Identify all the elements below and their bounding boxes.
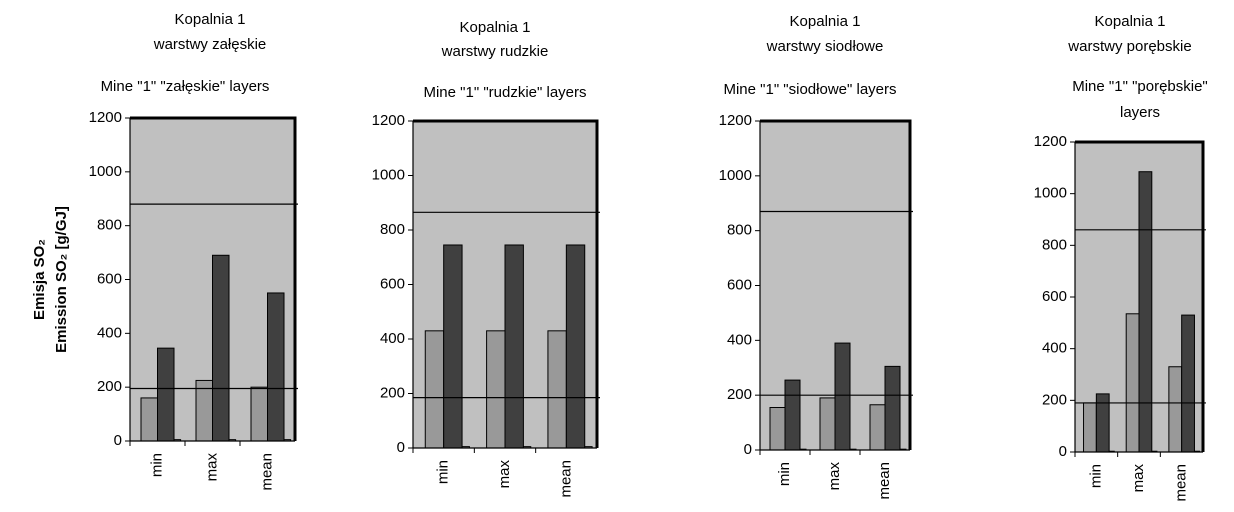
bar [819, 397, 836, 451]
y-tick-label: 400 [727, 331, 752, 348]
y-tick-label: 200 [97, 378, 122, 395]
y-tick-label: 200 [380, 384, 405, 401]
chart-subtitle: warstwy porębskie [1067, 38, 1191, 55]
y-tick-label: 600 [1042, 288, 1067, 305]
y-axis-label: Emisja SO₂ [31, 239, 48, 320]
y-tick-label: 600 [380, 275, 405, 292]
chart-subtitle: warstwy siodłowe [766, 38, 884, 55]
x-tick-label: max [1130, 464, 1147, 493]
x-tick-label: mean [557, 460, 574, 498]
bar [1138, 171, 1153, 453]
y-tick-label: 600 [727, 276, 752, 293]
chart-title: Kopalnia 1 [1095, 13, 1166, 30]
bar [443, 244, 463, 449]
chart-caption: Mine "1" "rudzkie" layers [423, 84, 586, 101]
plot-frame [130, 116, 297, 441]
x-tick-label: mean [876, 462, 893, 500]
chart-caption: Mine "1" "siodłowe" layers [723, 81, 896, 98]
y-tick-label: 200 [1042, 391, 1067, 408]
bar [212, 254, 230, 442]
bar [547, 330, 567, 449]
bar [565, 244, 586, 449]
y-tick-label: 1000 [719, 167, 752, 184]
bar [157, 347, 175, 442]
y-tick-label: 800 [97, 217, 122, 234]
y-tick-label: 0 [1059, 443, 1067, 460]
bar [869, 404, 886, 451]
x-tick-label: min [148, 453, 165, 477]
bar [267, 292, 285, 442]
y-tick-label: 0 [397, 439, 405, 456]
bar [140, 397, 158, 442]
y-tick-label: 1000 [89, 163, 122, 180]
y-tick-label: 1200 [719, 112, 752, 129]
chart-title: Kopalnia 1 [790, 13, 861, 30]
bar [1181, 314, 1195, 453]
x-tick-label: min [776, 462, 793, 486]
chart-title: Kopalnia 1 [460, 19, 531, 36]
y-tick-label: 400 [1042, 340, 1067, 357]
y-tick-label: 1200 [89, 109, 122, 126]
x-tick-label: max [496, 460, 513, 489]
bar [1168, 366, 1183, 453]
chart-caption: Mine "1" "załęskie" layers [101, 78, 270, 95]
y-tick-label: 0 [744, 441, 752, 458]
y-tick-label: 1200 [372, 112, 405, 129]
x-tick-label: max [826, 462, 843, 491]
y-tick-label: 1000 [372, 166, 405, 183]
bar [1083, 402, 1097, 453]
x-tick-label: min [1087, 464, 1104, 488]
y-axis-label: Emission SO₂ [g/GJ] [53, 206, 70, 353]
bar [769, 407, 786, 451]
bar [834, 342, 851, 451]
chart-caption: layers [1120, 104, 1160, 121]
bar [195, 379, 213, 442]
bar [884, 365, 901, 451]
x-tick-label: min [435, 460, 452, 484]
plot-frame [760, 119, 912, 450]
bar [424, 330, 445, 449]
y-tick-label: 1000 [1034, 185, 1067, 202]
y-tick-label: 800 [727, 222, 752, 239]
y-tick-label: 1200 [1034, 133, 1067, 150]
x-tick-label: max [203, 453, 220, 482]
y-tick-label: 400 [97, 324, 122, 341]
chart-subtitle: warstwy załęskie [153, 36, 267, 53]
bar [784, 379, 801, 451]
y-tick-label: 800 [380, 221, 405, 238]
plot-frame [413, 119, 599, 448]
bar [486, 330, 506, 449]
plot-frame [1075, 140, 1205, 452]
bar [504, 244, 524, 449]
bar [250, 386, 268, 442]
y-tick-label: 600 [97, 270, 122, 287]
bar [1125, 313, 1140, 453]
y-tick-label: 400 [380, 330, 405, 347]
y-tick-label: 200 [727, 386, 752, 403]
x-tick-label: mean [1173, 464, 1190, 502]
y-tick-label: 0 [114, 432, 122, 449]
chart-subtitle: warstwy rudzkie [441, 43, 549, 60]
chart-title: Kopalnia 1 [175, 11, 246, 28]
chart-caption: Mine "1" "porębskie" [1072, 78, 1208, 95]
y-tick-label: 800 [1042, 236, 1067, 253]
x-tick-label: mean [258, 453, 275, 491]
